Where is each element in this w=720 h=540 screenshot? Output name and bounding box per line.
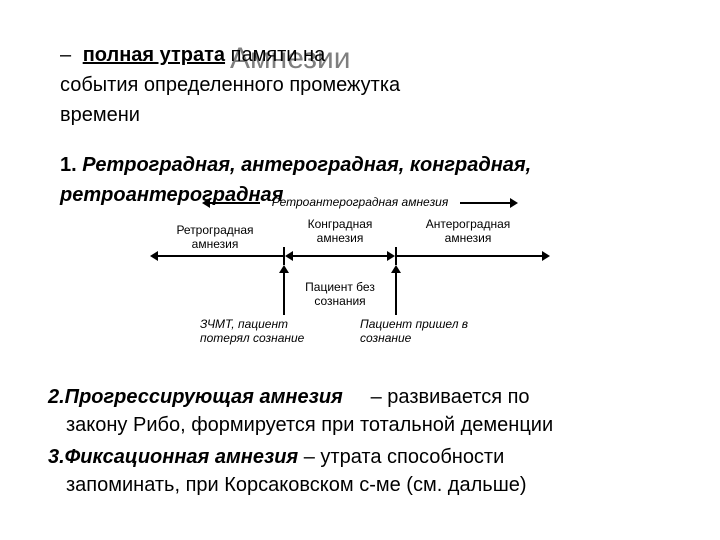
- item3-rest: – утрата способности: [304, 446, 505, 468]
- label-congrad: Конградная амнезия: [290, 217, 390, 246]
- label-event-right: Пациент пришел в сознание: [360, 317, 470, 346]
- item2-line2: закону Рибо, формируется при тотальной д…: [48, 411, 668, 439]
- intro-rest1: памяти на: [231, 44, 326, 66]
- congrad-arrow-right: [387, 251, 395, 261]
- retroantero-arrow-right: [510, 198, 518, 208]
- label-event-left: ЗЧМТ, пациент потерял сознание: [200, 317, 310, 346]
- retroantero-line-left: [210, 202, 260, 204]
- label-anterograde: Антероградная амнезия: [408, 217, 528, 246]
- item-3: 3.Фиксационная амнезия – утрата способно…: [48, 443, 668, 499]
- item3-line2: запоминать, при Корсаковском с-ме (см. д…: [48, 471, 668, 499]
- event-left-arrow-shaft: [283, 273, 285, 315]
- intro-underlined: полная утрата: [83, 44, 225, 66]
- intro-line3: времени: [60, 104, 140, 126]
- antero-arrow-right: [542, 251, 550, 261]
- congrad-line: [293, 255, 387, 257]
- item2-rest: – развивается по: [371, 386, 530, 408]
- intro-paragraph: – полная утрата памяти на события опреде…: [60, 40, 490, 130]
- antero-line: [397, 255, 542, 257]
- retro-line: [158, 255, 283, 257]
- retro-arrow-left: [150, 251, 158, 261]
- congrad-arrow-left: [285, 251, 293, 261]
- timeline-diagram: Ретроантероградная амнезия Ретроградная …: [150, 195, 580, 365]
- item1-text1: Ретроградная, антероградная, конградная,: [82, 154, 531, 176]
- intro-dash: –: [60, 44, 71, 66]
- event-left-arrow-head: [279, 265, 289, 273]
- item-2: 2.Прогрессирующая амнезия – развивается …: [48, 383, 668, 439]
- retroantero-arrow-left: [202, 198, 210, 208]
- item1-number: 1.: [60, 154, 82, 176]
- label-unconscious: Пациент без сознания: [290, 280, 390, 309]
- event-right-arrow-shaft: [395, 273, 397, 315]
- retroantero-line-right: [460, 202, 510, 204]
- item2-bold: 2.Прогрессирующая амнезия: [48, 386, 343, 408]
- intro-line2: события определенного промежутка: [60, 74, 400, 96]
- item3-bold: 3.Фиксационная амнезия: [48, 446, 298, 468]
- label-retroantero: Ретроантероградная амнезия: [260, 195, 460, 209]
- event-right-arrow-head: [391, 265, 401, 273]
- label-retrograde: Ретроградная амнезия: [160, 223, 270, 252]
